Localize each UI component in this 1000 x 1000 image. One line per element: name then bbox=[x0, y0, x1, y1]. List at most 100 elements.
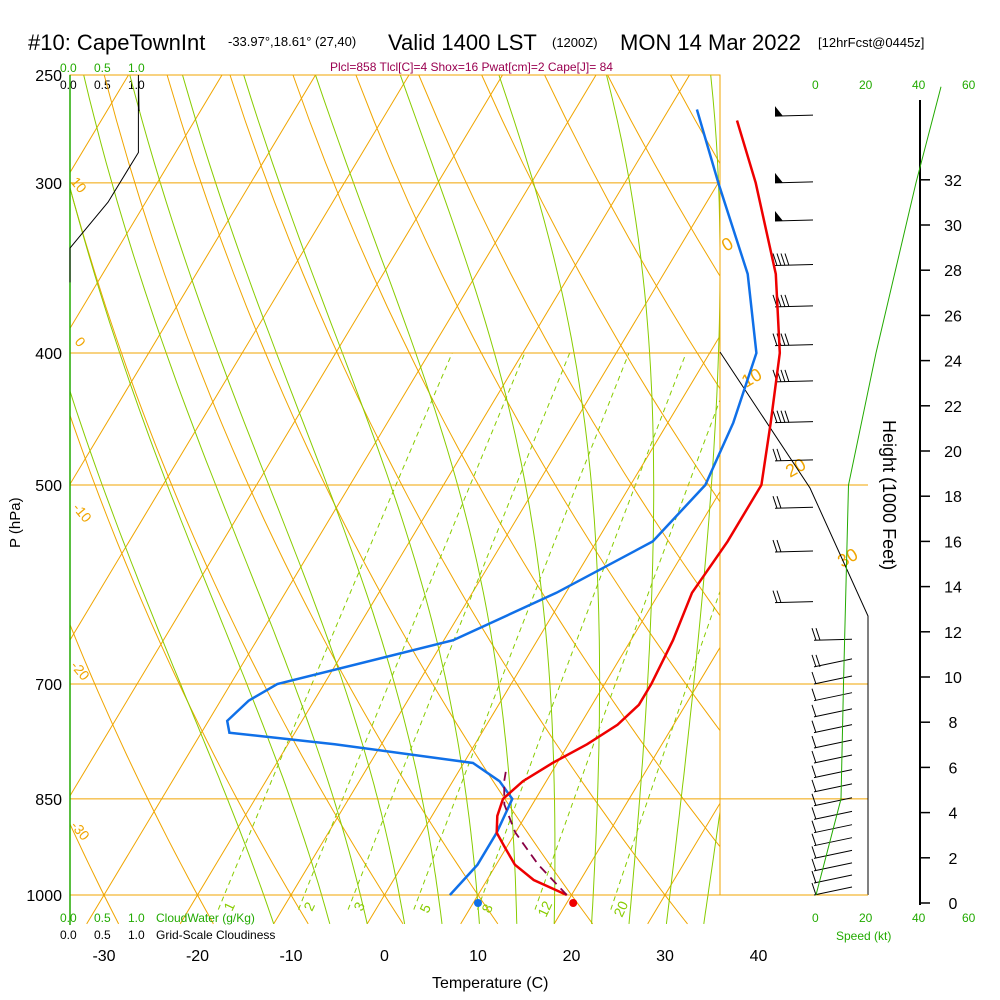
adiabat-label: 0 bbox=[718, 233, 737, 255]
surface-temperature-dot bbox=[569, 899, 578, 907]
isotherm-line bbox=[70, 75, 130, 174]
temperature-tick-label: -30 bbox=[92, 948, 115, 965]
wind-barb bbox=[811, 793, 853, 807]
pressure-tick-label: 700 bbox=[35, 677, 62, 694]
mixing-ratio-line bbox=[534, 398, 720, 910]
bottom-green-tick: 1.0 bbox=[128, 911, 145, 925]
bottom-speed-tick: 60 bbox=[962, 911, 976, 925]
temperature-tick-label: 10 bbox=[469, 948, 487, 965]
surface-dewpoint-dot bbox=[474, 899, 482, 907]
bottom-speed-tick: 20 bbox=[859, 911, 873, 925]
temperature-ticks: -30 -20 -10 0 10 20 30 40 bbox=[92, 948, 767, 965]
wind-barb bbox=[772, 294, 814, 308]
bottom-green-tick: 0.0 bbox=[60, 911, 77, 925]
wind-speed-line bbox=[815, 86, 942, 896]
moist-adiabat bbox=[70, 185, 331, 925]
dry-adiabat bbox=[70, 623, 214, 925]
height-tick-label: 28 bbox=[944, 263, 962, 280]
pressure-tick-label: 850 bbox=[35, 792, 62, 809]
height-tick-label: 0 bbox=[949, 896, 958, 913]
wind-barb bbox=[811, 654, 853, 668]
isotherm-line bbox=[70, 75, 504, 797]
wind-barb bbox=[811, 820, 853, 834]
moist-adiabat bbox=[605, 75, 655, 924]
isotherm-line bbox=[70, 75, 223, 330]
station-coords: -33.97°,18.61° (27,40) bbox=[228, 34, 356, 49]
dry-adiabat bbox=[70, 186, 404, 925]
pressure-tick-label: 400 bbox=[35, 346, 62, 363]
dry-adiabat bbox=[829, 26, 1000, 924]
dewpoint-profile bbox=[225, 109, 758, 896]
moist-adiabat bbox=[83, 75, 368, 925]
adiabat-label: 20 bbox=[782, 454, 809, 481]
isotherm-line bbox=[741, 26, 1000, 924]
mixing-ratio-line bbox=[610, 589, 720, 910]
height-tick-label: 20 bbox=[944, 444, 962, 461]
isotherm-line bbox=[647, 802, 720, 925]
temperature-tick-label: 0 bbox=[380, 948, 389, 965]
moist-adiabat bbox=[498, 75, 601, 924]
top-black-tick: 0.5 bbox=[94, 78, 111, 92]
bottom-green-tick: 0.5 bbox=[94, 911, 111, 925]
dry-adiabat bbox=[891, 26, 1000, 924]
wind-barb bbox=[811, 870, 853, 884]
moist-adiabat bbox=[314, 75, 518, 924]
bottom-green-scale: 0.0 0.5 1.0 CloudWater (g/Kg) bbox=[60, 911, 255, 925]
height-tick-label: 12 bbox=[944, 625, 962, 642]
top-black-tick: 0.0 bbox=[60, 78, 77, 92]
top-speed-tick: 60 bbox=[962, 78, 976, 92]
top-black-scale: 0.0 0.5 1.0 bbox=[60, 78, 145, 92]
bottom-speed-tick: 40 bbox=[912, 911, 926, 925]
isotherm-label: 0 bbox=[72, 334, 89, 350]
wind-barb bbox=[811, 882, 853, 896]
mixing-label: 12 bbox=[534, 898, 555, 919]
moist-adiabat bbox=[399, 75, 556, 924]
x-axis-label: Temperature (C) bbox=[432, 975, 548, 992]
height-axis-label: Height (1000 Feet) bbox=[879, 420, 899, 570]
wind-barb bbox=[811, 779, 853, 793]
wind-barbs bbox=[772, 106, 853, 896]
wind-barb bbox=[772, 410, 814, 424]
dry-adiabat-lines bbox=[70, 26, 1000, 925]
forecast-date: MON 14 Mar 2022 bbox=[620, 30, 801, 55]
dry-adiabat bbox=[166, 75, 594, 925]
dry-adiabat bbox=[669, 75, 720, 165]
height-panel bbox=[719, 100, 921, 905]
wind-barb bbox=[811, 807, 853, 820]
station-title: #10: CapeTownInt bbox=[28, 30, 205, 55]
wind-barb bbox=[772, 590, 814, 604]
height-tick-label: 24 bbox=[944, 354, 962, 371]
pressure-tick-label: 250 bbox=[35, 68, 62, 85]
top-black-tick: 1.0 bbox=[128, 78, 145, 92]
top-speed-scale: 0 20 40 60 bbox=[812, 78, 976, 92]
wind-barb bbox=[772, 539, 814, 553]
height-tick-label: 22 bbox=[944, 399, 962, 416]
dry-adiabat bbox=[952, 26, 1000, 924]
bottom-black-tick: 0.0 bbox=[60, 928, 77, 942]
isotherm-label: -10 bbox=[70, 500, 95, 526]
height-tick-label: 30 bbox=[944, 218, 962, 235]
wind-barb bbox=[772, 448, 814, 462]
temperature-profile bbox=[495, 120, 782, 897]
wind-barb bbox=[774, 211, 814, 222]
isotherm-line bbox=[460, 490, 720, 925]
height-boundary-line bbox=[719, 351, 869, 895]
mixing-label: 2 bbox=[300, 899, 318, 913]
wind-barb bbox=[811, 846, 853, 859]
wind-barb bbox=[811, 720, 853, 734]
mixing-ratio-line bbox=[477, 352, 687, 910]
mixing-ratio-line bbox=[298, 352, 526, 910]
isotherm-labels: 10 0 -10 -20 -30 bbox=[68, 174, 95, 844]
mixing-ratio-lines bbox=[70, 75, 720, 925]
dry-adiabat bbox=[229, 75, 688, 925]
height-tick-label: 14 bbox=[944, 580, 962, 597]
speed-label: Speed (kt) bbox=[836, 929, 891, 943]
dry-adiabat bbox=[544, 75, 720, 390]
isotherm-line bbox=[0, 26, 65, 924]
moist-adiabat bbox=[129, 75, 406, 924]
dry-adiabat bbox=[481, 75, 720, 503]
top-green-tick: 0.5 bbox=[94, 61, 111, 75]
bottom-speed-tick: 0 bbox=[812, 911, 819, 925]
pressure-ticks: 250 300 400 500 700 850 1000 bbox=[26, 68, 62, 905]
